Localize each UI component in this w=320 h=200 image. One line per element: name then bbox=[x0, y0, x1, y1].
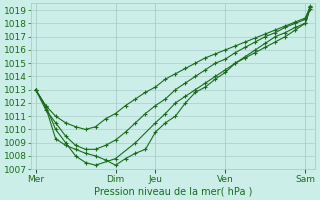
X-axis label: Pression niveau de la mer( hPa ): Pression niveau de la mer( hPa ) bbox=[94, 187, 252, 197]
